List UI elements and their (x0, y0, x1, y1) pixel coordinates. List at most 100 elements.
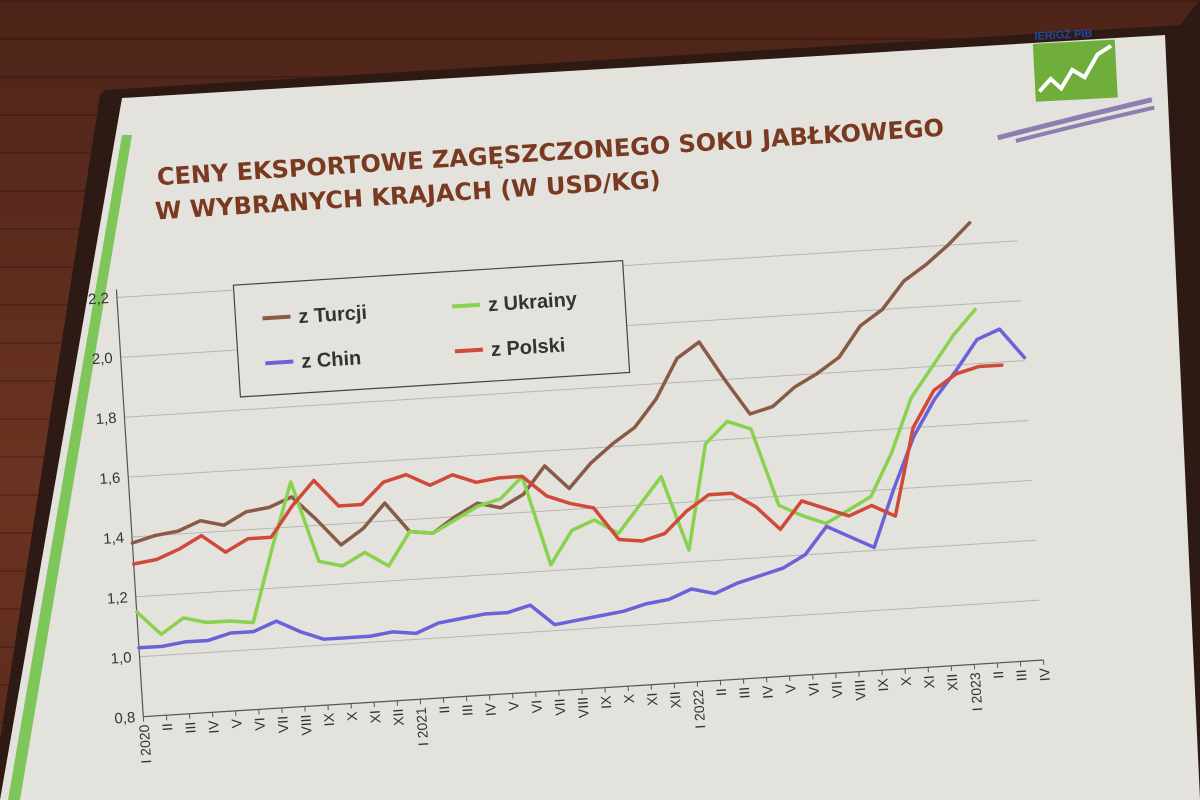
x-tick-label: I 2020 (136, 724, 154, 764)
data-point-chin (668, 598, 670, 601)
series-lines (130, 221, 1027, 650)
data-point-ukrainy (726, 420, 728, 423)
data-point-ukrainy (688, 549, 690, 551)
data-point-ukrainy (617, 532, 620, 535)
data-point-turcji (859, 325, 861, 327)
data-point-turcji (476, 502, 479, 504)
x-tick-label: VII (828, 681, 845, 699)
data-point-chin (253, 630, 255, 633)
data-point-chin (873, 546, 875, 549)
data-point-polski (955, 373, 957, 375)
data-point-ukrainy (409, 530, 411, 533)
data-point-chin (369, 635, 371, 637)
data-point-ukrainy (593, 519, 595, 521)
logo: IERiGŻ PIB (997, 27, 1155, 143)
legend-swatch-polski (454, 347, 484, 354)
grid-line (128, 420, 1029, 478)
grid-line (124, 360, 1025, 418)
data-point-chin (893, 488, 895, 490)
data-point-turcji (838, 356, 840, 358)
data-point-polski (933, 389, 935, 391)
x-tick-label: X (897, 676, 914, 687)
data-point-chin (1023, 357, 1026, 359)
data-point-ukrainy (388, 565, 390, 567)
data-point-polski (247, 538, 249, 540)
legend-swatch-ukrainy (452, 302, 481, 309)
logo-text: IERiGŻ PIB (1034, 27, 1093, 43)
data-point-turcji (749, 413, 751, 415)
legend-box (232, 260, 631, 398)
data-point-polski (664, 532, 666, 535)
grid-line (135, 539, 1037, 598)
data-point-turcji (655, 398, 657, 400)
data-point-polski (545, 495, 548, 497)
x-tick-label: III (1013, 669, 1030, 682)
x-tick-label: III (182, 721, 199, 734)
data-point-polski (498, 477, 500, 479)
data-point-ukrainy (639, 504, 641, 506)
data-point-turcji (500, 507, 502, 509)
data-point-turcji (291, 496, 293, 498)
grid-line (139, 599, 1040, 658)
data-point-chin (599, 615, 602, 617)
legend-label-chin: z Chin (301, 347, 362, 373)
y-tick-label: 1,6 (99, 470, 121, 488)
data-point-polski (618, 538, 620, 541)
data-point-polski (848, 515, 850, 517)
data-point-chin (275, 620, 277, 622)
data-point-chin (529, 604, 531, 606)
data-point-polski (178, 548, 180, 550)
data-point-turcji (454, 516, 456, 518)
x-tick-label: II (713, 688, 729, 697)
data-point-ukrainy (870, 495, 872, 498)
data-point-turcji (245, 511, 247, 513)
x-tick-label: V (228, 718, 245, 729)
data-point-ukrainy (890, 452, 893, 454)
data-point-ukrainy (802, 515, 804, 517)
data-point-ukrainy (931, 365, 933, 368)
x-tick-label: XI (367, 710, 384, 724)
data-point-chin (554, 624, 556, 626)
x-tick-label: XII (390, 708, 407, 726)
data-point-turcji (590, 462, 592, 464)
data-point-chin (714, 592, 716, 595)
data-point-polski (405, 474, 407, 476)
data-point-polski (731, 492, 733, 494)
data-point-ukrainy (778, 504, 780, 506)
y-tick-label: 2,0 (91, 350, 113, 368)
data-point-chin (955, 370, 957, 372)
x-tick-label: VI (251, 717, 268, 731)
data-point-ukrainy (182, 617, 185, 619)
legend-swatch-chin (265, 359, 294, 366)
data-point-turcji (676, 357, 678, 360)
data-point-polski (641, 540, 643, 542)
data-point-chin (933, 398, 936, 400)
x-tick-label: III (736, 686, 753, 699)
x-tick-label: II (436, 705, 452, 714)
x-tick-label: IX (597, 694, 614, 709)
y-axis: 0,8 1,0 1,2 1,4 1,6 1,8 2,0 2,2 (88, 289, 144, 727)
data-point-ukrainy (825, 522, 827, 525)
data-point-turcji (315, 518, 317, 521)
x-tick-label: VII (274, 715, 291, 733)
data-point-chin (804, 554, 806, 556)
data-point-polski (870, 504, 873, 507)
x-tick-label: II (159, 723, 175, 732)
data-point-chin (161, 645, 163, 647)
data-point-turcji (925, 264, 927, 266)
y-tick-label: 1,2 (106, 589, 128, 607)
data-point-turcji (522, 493, 524, 495)
data-point-polski (779, 528, 781, 530)
data-point-chin (346, 637, 348, 639)
data-point-chin (415, 632, 417, 634)
data-point-polski (475, 481, 477, 483)
x-tick-label: IX (320, 712, 337, 727)
data-point-turcji (199, 520, 202, 522)
y-axis-line (115, 289, 144, 717)
data-point-turcji (384, 502, 386, 504)
x-tick-label: IV (759, 684, 776, 699)
data-point-turcji (698, 341, 700, 343)
data-point-polski (429, 484, 431, 486)
x-axis-line (143, 659, 1044, 718)
